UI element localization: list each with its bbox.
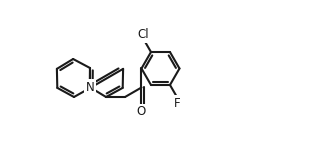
Text: F: F [174, 97, 181, 110]
Text: Cl: Cl [138, 28, 149, 41]
Text: O: O [137, 105, 146, 118]
Text: N: N [86, 81, 94, 94]
